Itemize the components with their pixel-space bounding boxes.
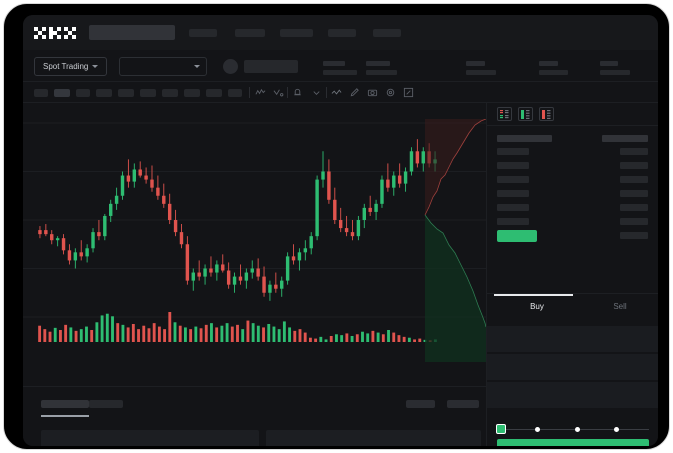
bottom-panel-right[interactable] [266, 430, 481, 446]
chart-gridlines [23, 122, 486, 318]
chart-type-chevron-icon[interactable] [311, 87, 322, 98]
order-book-row-amount [620, 232, 648, 239]
toolbar-divider [287, 87, 288, 98]
tab-buy[interactable]: Buy [530, 302, 544, 311]
spot-trading-label: Spot Trading [43, 62, 89, 71]
timeframe-10[interactable] [228, 89, 242, 97]
market-header: Spot Trading [23, 50, 658, 82]
drawing-pencil-icon[interactable] [349, 87, 360, 98]
okx-logo-icon[interactable] [34, 27, 78, 39]
coin-avatar [223, 59, 238, 74]
slider-stop-50[interactable] [575, 426, 580, 432]
market-stat-3 [466, 61, 496, 75]
price-chart-panel[interactable] [23, 103, 486, 386]
order-book-row-amount [620, 204, 648, 211]
indicators-icon[interactable] [255, 87, 266, 98]
bottom-tab-order-history[interactable] [89, 400, 123, 408]
bottom-action-2[interactable] [447, 400, 479, 408]
order-book-row-amount [620, 218, 648, 225]
order-book-row-price[interactable] [497, 162, 529, 169]
timeframe-5[interactable] [118, 89, 134, 97]
slider-stop-25[interactable] [535, 426, 540, 432]
nav-item-3[interactable] [280, 29, 313, 37]
orderbook-view-asks-icon[interactable] [539, 107, 554, 121]
volume-chart [38, 312, 437, 342]
camera-icon[interactable] [367, 87, 378, 98]
nav-item-5[interactable] [373, 29, 401, 37]
bottom-action-1[interactable] [406, 400, 435, 408]
nav-item-4[interactable] [328, 29, 356, 37]
timeframe-4[interactable] [96, 89, 112, 97]
order-book-panel [486, 103, 658, 293]
app-screen: Spot Trading [23, 15, 658, 446]
device-bezel: Spot Trading [3, 3, 670, 450]
order-book-row-amount [620, 162, 648, 169]
fullscreen-icon[interactable] [403, 87, 414, 98]
slider-handle[interactable] [496, 424, 506, 434]
market-stat-2 [366, 61, 397, 75]
timeframe-3[interactable] [76, 89, 90, 97]
buy-tab-active-indicator [494, 294, 573, 296]
order-book-row-price[interactable] [497, 148, 529, 155]
market-depth-overlay [423, 119, 486, 362]
candlestick-chart [23, 122, 486, 318]
order-book-row-price[interactable] [497, 218, 529, 225]
settings-gear-icon[interactable] [385, 87, 396, 98]
trade-form-panel: Buy Sell [486, 293, 658, 446]
order-book-row-amount [620, 190, 648, 197]
timeframe-7[interactable] [162, 89, 178, 97]
buy-submit-button[interactable] [497, 439, 649, 446]
order-book-col-header-left [497, 135, 552, 142]
timeframe-1[interactable] [34, 89, 48, 97]
line-chart-icon[interactable] [331, 87, 342, 98]
chevron-down-icon [194, 65, 200, 68]
order-book-row-price[interactable] [497, 190, 529, 197]
orderbook-view-both-icon[interactable] [497, 107, 512, 121]
order-book-last-price-highlight[interactable] [497, 230, 537, 242]
order-book-row-price[interactable] [497, 204, 529, 211]
orderbook-view-bids-icon[interactable] [518, 107, 533, 121]
tab-sell[interactable]: Sell [613, 302, 627, 311]
top-navigation-bar [23, 15, 658, 50]
toolbar-divider [326, 87, 327, 98]
order-book-row-amount [620, 176, 648, 183]
chart-toolbar [23, 82, 658, 103]
timeframe-9[interactable] [206, 89, 222, 97]
market-stat-4 [539, 61, 568, 75]
order-price-field[interactable] [487, 326, 658, 353]
compare-icon[interactable] [273, 87, 284, 98]
order-book-view-toggles [497, 107, 554, 121]
order-book-row-amount [620, 148, 648, 155]
amount-percent-slider[interactable] [496, 424, 649, 434]
bottom-panel-left[interactable] [41, 430, 259, 446]
market-stat-5 [600, 61, 630, 75]
order-book-divider [487, 125, 658, 126]
bottom-tab-active-indicator [41, 415, 89, 417]
order-book-col-header-right [602, 135, 648, 142]
spot-trading-dropdown[interactable]: Spot Trading [34, 57, 108, 76]
trading-pair-select[interactable] [119, 57, 207, 76]
timeframe-2[interactable] [54, 89, 70, 97]
pair-name [244, 60, 298, 73]
order-total-field[interactable] [487, 382, 658, 409]
search-input[interactable] [89, 25, 175, 40]
market-stat-1 [323, 61, 357, 75]
nav-item-2[interactable] [235, 29, 265, 37]
nav-item-1[interactable] [189, 29, 217, 37]
timeframe-8[interactable] [184, 89, 200, 97]
slider-stop-75[interactable] [614, 426, 619, 432]
timeframe-6[interactable] [140, 89, 156, 97]
bottom-tab-open-orders[interactable] [41, 400, 89, 408]
alert-icon[interactable] [292, 87, 303, 98]
order-amount-field[interactable] [487, 354, 658, 381]
order-book-row-price[interactable] [497, 176, 529, 183]
chevron-down-icon [92, 65, 99, 68]
toolbar-divider [249, 87, 250, 98]
